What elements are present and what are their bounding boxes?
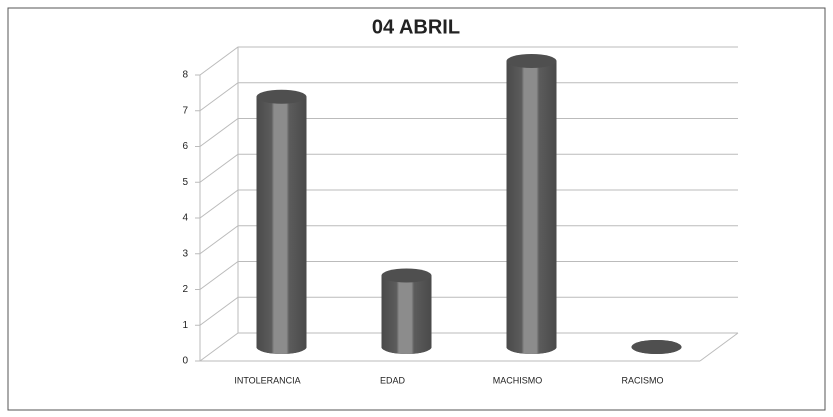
frame: [7, 7, 826, 411]
x-tick-label: INTOLERANCIA: [234, 375, 300, 385]
bar-top: [631, 340, 682, 354]
bar: [506, 54, 557, 354]
bar-base: [506, 340, 557, 354]
y-tick-label: 2: [182, 284, 188, 295]
grid-line: [199, 118, 738, 147]
bar: [256, 89, 307, 354]
bar-top: [381, 268, 432, 283]
floor-edge: [699, 332, 739, 362]
x-tick-label: MACHISMO: [493, 375, 543, 385]
grid-line: [199, 296, 738, 326]
y-tick-label: 3: [182, 248, 188, 259]
grid-line: [199, 261, 738, 290]
bar: [631, 340, 682, 354]
y-tick-label: 8: [182, 70, 188, 81]
grid-line: [199, 225, 738, 255]
y-tick-label: 7: [182, 105, 188, 116]
grid-line: [199, 189, 738, 219]
y-tick-label: 6: [182, 141, 188, 152]
y-tick-label: 0: [182, 356, 188, 367]
x-tick-label: EDAD: [380, 375, 406, 385]
bar-top: [506, 54, 557, 68]
bar-base: [381, 340, 432, 354]
y-tick-label: 1: [182, 320, 188, 331]
bar: [381, 268, 432, 354]
grid-line: [199, 82, 738, 112]
chart-title: 04 ABRIL: [372, 16, 460, 38]
grid-line: [199, 153, 738, 183]
bar-base: [256, 340, 307, 354]
bar-top: [256, 89, 307, 104]
x-tick-label: RACISMO: [621, 375, 663, 385]
grid-line: [199, 46, 738, 76]
bar-body: [506, 61, 557, 347]
bar-body: [381, 275, 432, 347]
bar-body: [256, 96, 307, 347]
grid-line: [199, 332, 738, 362]
y-tick-label: 5: [182, 177, 188, 188]
y-tick-label: 4: [182, 213, 188, 224]
